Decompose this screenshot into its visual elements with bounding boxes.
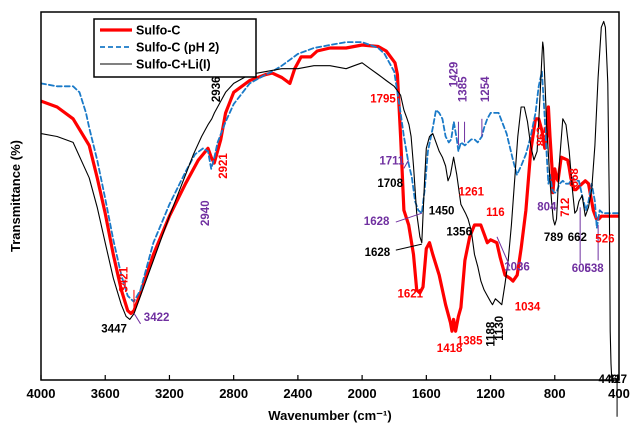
x-tick-label: 2000 [348,386,377,401]
peak-label: 1628 [365,247,391,259]
legend: Sulfo-C Sulfo-C (pH 2) Sulfo-C+Li(I) [93,18,257,78]
peak-label: 1188 [486,321,498,347]
peak-label: 2940 [200,200,212,226]
annotation-pointers [133,118,618,417]
peak-label: 1621 [398,288,424,300]
x-tick-label: 3200 [155,386,184,401]
legend-label: Sulfo-C+Li(I) [136,58,211,72]
peak-label: 1429 [449,62,461,88]
peak-label: 2936 [211,77,223,103]
plot-frame [40,11,620,381]
annotation-pointer [395,243,422,251]
x-tick-label: 1200 [476,386,505,401]
peak-label: 3422 [144,312,170,324]
peak-label: 1708 [377,178,403,190]
series-line-3 [41,20,619,380]
peak-label: 1385 [457,336,483,348]
x-tick-label: 2800 [219,386,248,401]
peak-label: 116 [486,207,505,219]
x-axis-ticks: 4000 3600 3200 2800 2400 2000 1600 1200 800 400 [27,375,630,401]
peak-label: 1261 [459,187,485,199]
peak-label: 1385 [458,76,470,102]
x-axis-title: Wavenumber (cm⁻¹) [268,408,391,423]
peak-label: 1418 [437,343,463,355]
peak-label: 662 [568,232,587,244]
peak-label: 1795 [370,94,396,106]
x-tick-label: 2400 [283,386,312,401]
peak-label: 1254 [480,76,492,102]
series-line-1 [41,43,619,333]
peak-label: 1034 [515,302,541,314]
peak-label: 1628 [364,216,390,228]
annotation-pointer [403,159,409,169]
legend-label: Sulfo-C (pH 2) [136,41,219,55]
series-layer [41,20,619,380]
peak-label: 538 [585,263,605,275]
peak-label: 3421 [119,266,131,292]
peak-label: 1356 [446,226,472,238]
annotation-pointer [496,236,511,267]
annotation-pointer [133,313,141,325]
x-tick-label: 1600 [412,386,441,401]
peak-label: 606 [572,263,591,275]
y-axis-title: Transmittance (%) [8,140,23,252]
legend-label: Sulfo-C [136,24,180,38]
x-tick-label: 4000 [27,386,56,401]
series-line-2 [41,41,619,303]
peak-label: 1130 [494,316,506,341]
peak-label: 789 [544,232,563,244]
peak-label: 1711 [379,156,405,168]
peak-label: 3447 [101,324,127,336]
peak-label: 1036 [504,262,530,274]
peak-label: 526 [595,234,614,246]
x-tick-label: 400 [608,386,630,401]
annotation-pointer [395,212,422,223]
x-tick-label: 800 [544,386,566,401]
peak-label: 668 [569,168,581,188]
peak-label: 1450 [429,206,455,218]
peak-label: 2921 [218,153,230,179]
peak-label: 862 [536,127,548,146]
peak-label: 804 [537,201,557,213]
peak-label: 712 [560,198,572,217]
x-tick-label: 3600 [91,386,120,401]
